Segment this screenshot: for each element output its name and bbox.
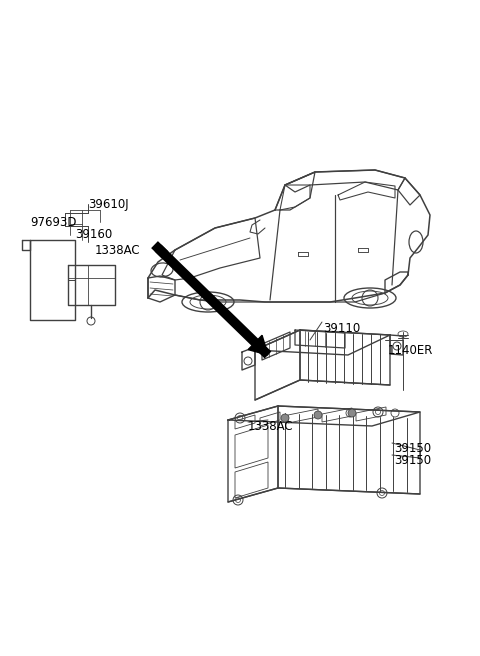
- Text: 1140ER: 1140ER: [388, 344, 433, 357]
- Text: 39160: 39160: [75, 228, 112, 241]
- Text: 97693D: 97693D: [30, 216, 76, 229]
- Text: 39150: 39150: [394, 454, 431, 467]
- Text: 39110: 39110: [323, 322, 360, 335]
- Text: 1338AC: 1338AC: [95, 244, 141, 257]
- Text: 39150: 39150: [394, 442, 431, 455]
- Text: 1338AC: 1338AC: [248, 420, 294, 433]
- Circle shape: [281, 414, 289, 422]
- Polygon shape: [248, 335, 268, 355]
- Circle shape: [348, 409, 356, 417]
- Text: 39610J: 39610J: [88, 198, 129, 211]
- Circle shape: [314, 411, 322, 419]
